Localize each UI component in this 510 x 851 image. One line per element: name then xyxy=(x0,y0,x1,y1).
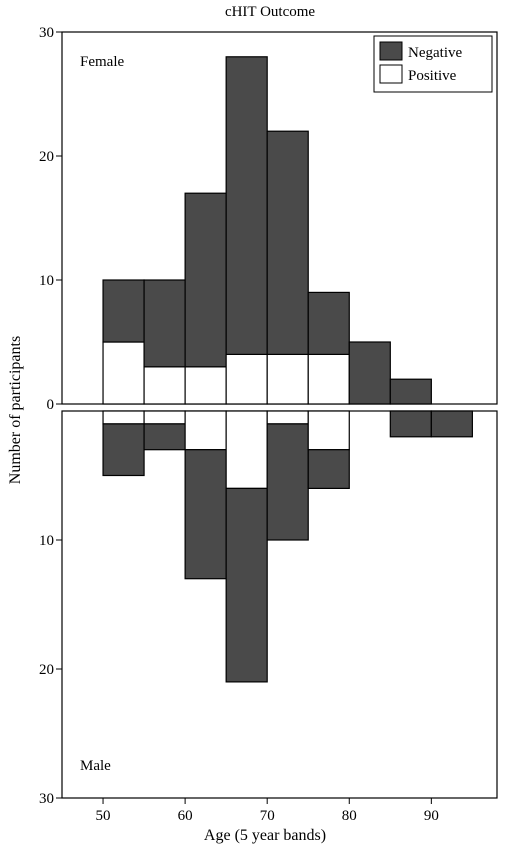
plot-area: 0 10 20 30 10 20 30 50 60 70 80 90 Female Male Negativ… xyxy=(39,25,498,824)
female-bar-negative-60 xyxy=(184,192,227,368)
legend-swatch-negative xyxy=(379,41,403,61)
female-bar-positive-60 xyxy=(184,366,227,405)
female-y-tick-label-30: 30 xyxy=(39,25,54,41)
female-y-tick-label-0: 0 xyxy=(47,397,55,413)
legend-label-negative: Negative xyxy=(408,45,462,61)
male-panel-label: Male xyxy=(80,758,111,774)
female-bar-negative-55 xyxy=(143,279,186,368)
female-bar-negative-50 xyxy=(102,279,145,343)
female-bar-positive-55 xyxy=(143,366,186,405)
female-panel-label: Female xyxy=(80,54,124,70)
x-tick-label-90: 90 xyxy=(424,808,439,824)
male-y-tick-label-30: 30 xyxy=(39,791,54,807)
male-bar-negative-90 xyxy=(430,410,473,438)
male-bar-positive-65 xyxy=(225,410,268,490)
male-bar-negative-55 xyxy=(143,423,186,451)
male-bar-negative-50 xyxy=(102,423,145,477)
male-bar-positive-70 xyxy=(266,410,309,425)
y-axis-label: Number of participants xyxy=(7,336,24,484)
male-bar-negative-85 xyxy=(389,410,432,438)
female-bar-negative-65 xyxy=(225,56,268,356)
female-bar-positive-65 xyxy=(225,353,268,405)
chart-title: cHIT Outcome xyxy=(225,4,315,20)
male-bar-negative-70 xyxy=(266,423,309,541)
female-bar-negative-80 xyxy=(348,341,391,405)
x-tick-label-80: 80 xyxy=(342,808,357,824)
male-bar-negative-60 xyxy=(184,449,227,580)
male-bar-positive-75 xyxy=(307,410,350,451)
male-y-tick-label-10: 10 xyxy=(39,533,54,549)
x-tick-label-60: 60 xyxy=(178,808,193,824)
male-bar-negative-65 xyxy=(225,487,268,683)
male-bar-positive-60 xyxy=(184,410,227,451)
male-bar-positive-50 xyxy=(102,410,145,425)
female-y-tick-label-20: 20 xyxy=(39,149,54,165)
female-bar-positive-70 xyxy=(266,353,309,405)
legend-label-positive: Positive xyxy=(408,68,457,84)
female-bar-positive-75 xyxy=(307,353,350,405)
female-bar-negative-70 xyxy=(266,130,309,355)
x-tick-label-50: 50 xyxy=(96,808,111,824)
female-y-tick-label-10: 10 xyxy=(39,273,54,289)
male-y-tick-label-20: 20 xyxy=(39,662,54,678)
female-bar-negative-75 xyxy=(307,291,350,355)
female-bar-negative-85 xyxy=(389,378,432,405)
x-axis-label: Age (5 year bands) xyxy=(204,827,326,844)
female-bar-positive-50 xyxy=(102,341,145,405)
x-tick-label-70: 70 xyxy=(260,808,275,824)
male-bar-negative-75 xyxy=(307,449,350,490)
male-bar-positive-55 xyxy=(143,410,186,425)
legend-swatch-positive xyxy=(379,64,403,84)
